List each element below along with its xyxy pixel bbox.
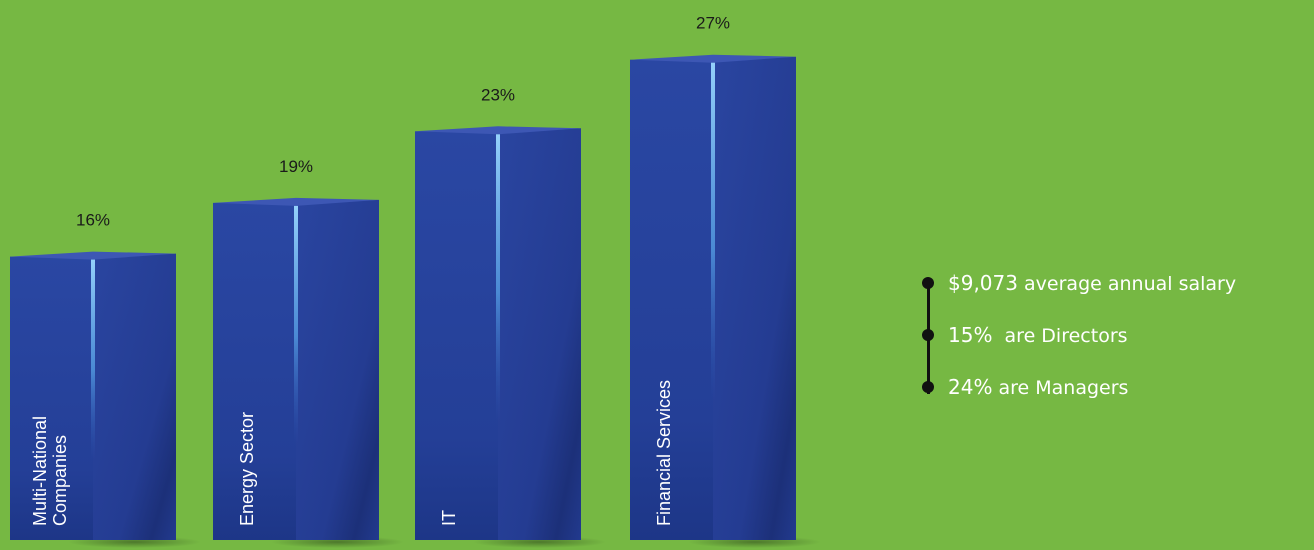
bar-front xyxy=(415,131,498,541)
stat-text-salary: $9,073 average annual salary xyxy=(948,271,1236,295)
stats-panel: $9,073 average annual salary 15% are Dir… xyxy=(918,263,1314,403)
category-label: Financial Services xyxy=(654,380,674,526)
bar-group: 19% Energy Sector xyxy=(213,157,404,548)
bar-top xyxy=(630,54,796,63)
category-label-line: Multi-National xyxy=(30,416,50,526)
category-label-line: Financial Services xyxy=(654,380,674,526)
value-label: 23% xyxy=(481,85,515,104)
stat-label: average annual salary xyxy=(1024,273,1237,295)
value-label: 27% xyxy=(696,14,730,33)
bar-highlight xyxy=(91,259,95,461)
bullet-dot-icon xyxy=(922,277,934,289)
category-label: Multi-NationalCompanies xyxy=(30,416,70,526)
bar-group: 23% IT xyxy=(415,85,606,548)
category-label-line: Energy Sector xyxy=(237,412,257,526)
stat-item-directors: 15% are Directors xyxy=(918,315,1128,355)
bar-front xyxy=(213,202,296,540)
stat-value: 24% xyxy=(948,375,993,399)
bar-highlight xyxy=(711,62,715,402)
bar-group: 16% Multi-NationalCompanies xyxy=(10,211,201,548)
value-label: 19% xyxy=(279,157,313,176)
bar-front xyxy=(630,59,713,540)
bar-highlight xyxy=(294,205,298,444)
value-label: 16% xyxy=(76,211,110,230)
stat-item-managers: 24% are Managers xyxy=(918,367,1128,407)
stat-text-directors: 15% are Directors xyxy=(948,323,1128,347)
bullet-dot-icon xyxy=(922,381,934,393)
bar-side xyxy=(498,128,581,541)
stat-item-salary: $9,073 average annual salary xyxy=(918,263,1236,303)
bar-top xyxy=(415,126,581,135)
bar-group: 27% Financial Services xyxy=(630,14,821,548)
stat-value: $9,073 xyxy=(948,271,1018,295)
bar-highlight xyxy=(496,134,500,423)
bar-side xyxy=(713,56,796,540)
bullet-dot-icon xyxy=(922,329,934,341)
stat-label: are Managers xyxy=(998,377,1129,399)
category-label-line: IT xyxy=(439,510,459,526)
bar-top xyxy=(213,197,379,206)
bar-front xyxy=(10,256,93,540)
category-label: Energy Sector xyxy=(237,412,257,526)
stat-text-managers: 24% are Managers xyxy=(948,375,1128,399)
bar-side xyxy=(296,199,379,540)
category-label-line: Companies xyxy=(50,435,70,526)
category-label: IT xyxy=(439,510,459,526)
stat-label: are Directors xyxy=(998,325,1128,347)
bar-top xyxy=(10,251,176,260)
bar-side xyxy=(93,253,176,540)
stat-value: 15% xyxy=(948,323,993,347)
